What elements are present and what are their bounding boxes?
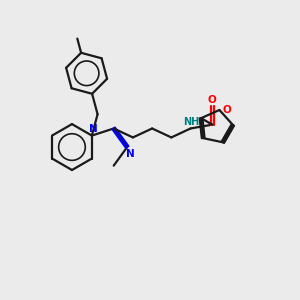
Text: NH: NH — [183, 117, 199, 127]
Text: O: O — [222, 105, 231, 115]
Text: N: N — [89, 124, 98, 134]
Text: N: N — [126, 148, 134, 158]
Text: O: O — [208, 95, 217, 105]
